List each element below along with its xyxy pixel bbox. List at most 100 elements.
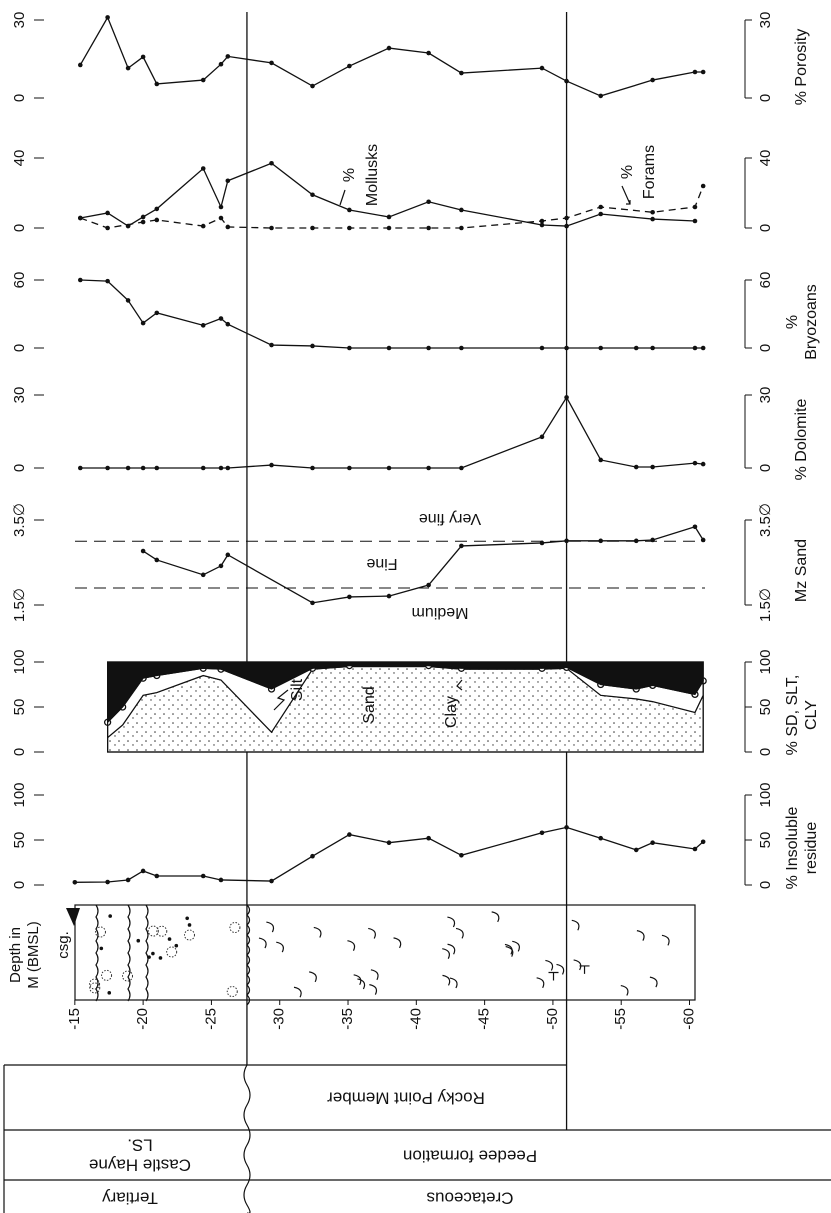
lithology-shell: [447, 943, 456, 955]
y-tick-label: 0: [11, 224, 28, 232]
data-point: [700, 183, 706, 189]
lithology-shell: [571, 919, 580, 931]
formation-label: LS.: [127, 1136, 153, 1155]
lithology-grain: [101, 969, 113, 981]
data-point: [269, 160, 274, 166]
data-point: [650, 537, 655, 543]
y-tick-label: 100: [11, 649, 28, 674]
lithology-grain: [107, 991, 112, 995]
y-tick-label: 30: [11, 12, 28, 29]
data-point: [539, 830, 545, 836]
data-point: [77, 62, 83, 68]
data-line: [80, 396, 704, 469]
lithology-grain: [108, 914, 112, 918]
data-point: [218, 563, 224, 569]
lithology-shell: [357, 978, 366, 990]
lithology-shell: [536, 977, 545, 989]
lithology-shell: [393, 937, 402, 949]
lithology-grain: [89, 978, 101, 990]
x-tick-label: -60: [680, 1008, 697, 1030]
data-point: [386, 345, 392, 351]
y-axis-label: Mz Sand: [793, 539, 810, 602]
annotation-arrow: [456, 679, 463, 691]
y-tick-label: 0: [11, 344, 28, 352]
lithology-shell: [442, 948, 450, 959]
data-point: [564, 345, 569, 351]
lithology-shell: [455, 927, 464, 939]
data-point: [218, 465, 224, 471]
x-tick-label: -40: [407, 1008, 424, 1030]
data-point: [692, 345, 698, 351]
data-point: [564, 538, 569, 544]
data-point: [77, 465, 83, 471]
data-point: [598, 345, 604, 351]
area-label: Clay: [443, 696, 460, 728]
lithology-shell: [556, 963, 565, 975]
lithology-shell: [573, 959, 582, 971]
lithology-bed: [127, 904, 131, 1002]
data-point: [310, 83, 315, 89]
data-point: [125, 877, 131, 883]
lithology-column: [74, 904, 696, 1001]
data-point: [598, 457, 604, 463]
y2-tick-label: 30: [757, 12, 774, 29]
data-point: [269, 878, 274, 884]
lithology-grain: [99, 946, 104, 951]
y-axis-label: % SD, SLT,: [784, 675, 801, 756]
data-point: [310, 600, 315, 606]
lithology-shell: [449, 977, 458, 989]
x-tick-label: -50: [544, 1008, 561, 1030]
lithology-shell: [545, 959, 554, 971]
data-point: [598, 835, 604, 841]
data-point: [700, 461, 706, 467]
data-point: [105, 278, 110, 284]
y-axis-label: %: [784, 315, 801, 329]
data-point: [154, 310, 160, 316]
lithology-shell: [258, 937, 267, 949]
data-point: [650, 345, 655, 351]
lithology-grain: [151, 951, 155, 956]
x-tick-label: -25: [202, 1008, 219, 1030]
data-point: [692, 69, 698, 75]
data-point: [200, 323, 206, 328]
data-point: [225, 465, 231, 471]
data-point: [154, 557, 160, 563]
data-point: [459, 543, 464, 549]
data-point: [140, 54, 146, 60]
data-point: [650, 840, 655, 845]
era-label: Tertiary: [102, 1189, 158, 1208]
data-point: [564, 395, 569, 400]
data-point: [598, 538, 604, 544]
data-point: [633, 538, 639, 544]
data-point: [200, 572, 206, 578]
data-point: [633, 464, 639, 470]
lithology-grain: [122, 970, 134, 982]
data-point: [310, 465, 315, 471]
casing-label: csg.: [55, 931, 72, 959]
data-point: [459, 853, 464, 858]
lithology-grain: [147, 925, 159, 937]
lithology-shell: [370, 969, 379, 981]
data-point: [105, 210, 110, 216]
data-point: [426, 225, 431, 231]
data-point: [426, 465, 431, 471]
lithology-bed: [145, 904, 149, 1002]
series-label: Mollusks: [364, 144, 381, 206]
data-point: [598, 204, 604, 210]
y2-tick-label: 100: [757, 649, 774, 674]
lithology-shell: [505, 945, 514, 957]
data-point: [650, 464, 655, 470]
data-point: [539, 345, 545, 351]
data-point: [426, 835, 431, 841]
data-point: [539, 65, 545, 71]
y2-tick-label: 50: [757, 832, 774, 849]
data-point: [105, 225, 110, 231]
data-point: [459, 70, 464, 76]
y2-tick-label: 40: [757, 150, 774, 167]
data-point: [564, 223, 569, 229]
data-point: [650, 209, 655, 215]
data-point: [459, 225, 464, 231]
data-point: [140, 320, 146, 326]
y-axis-label: % Porosity: [793, 29, 810, 105]
